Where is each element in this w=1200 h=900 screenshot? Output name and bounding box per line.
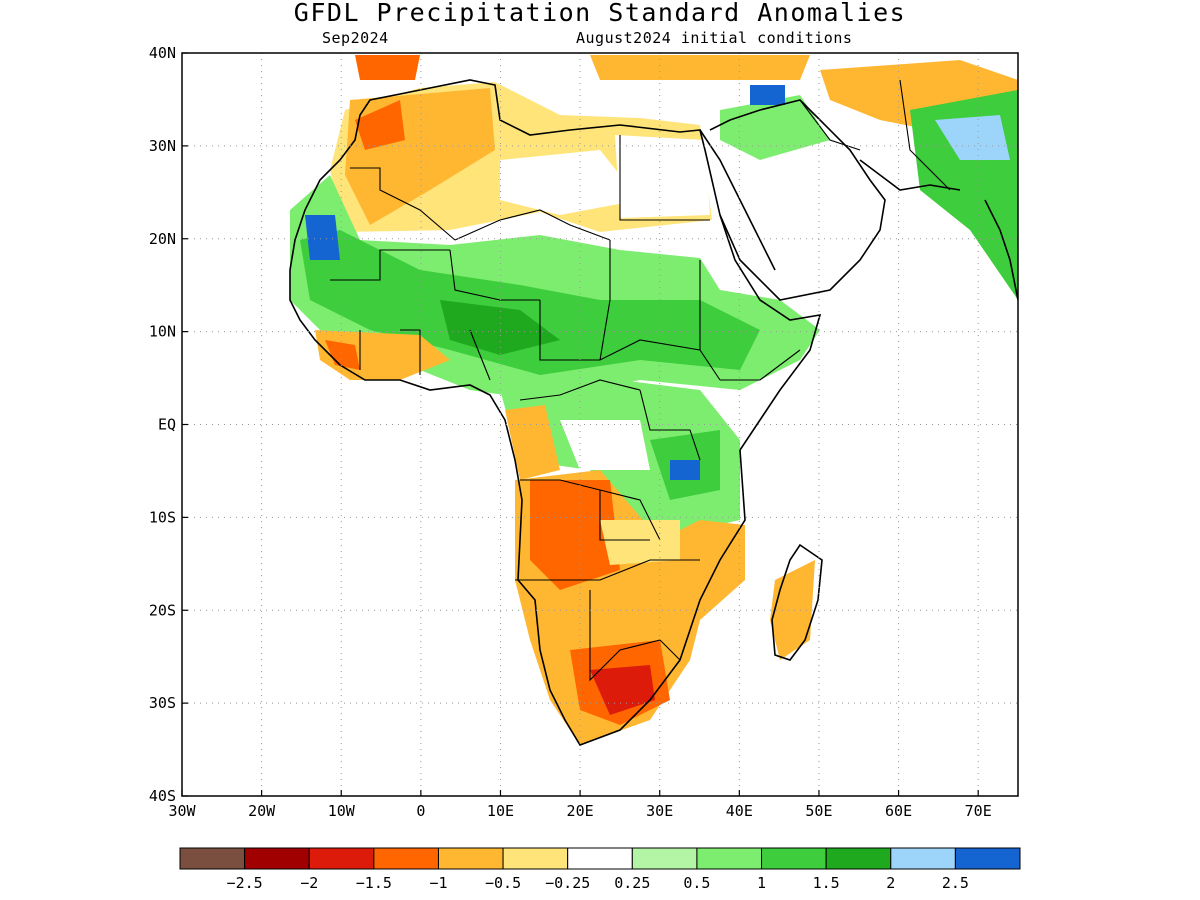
- india-coastline: [984, 199, 1018, 301]
- lat-tick-label: 30N: [149, 137, 176, 155]
- axis-ticks: 30W 20W 10W 0 10E 20E 30E 40E 50E 60E 70E 40N 30N 20N…: [149, 44, 992, 820]
- colorbar-label: −0.5: [485, 874, 521, 892]
- red-sea-east-coast: [699, 129, 776, 271]
- egypt-white: [615, 135, 710, 218]
- africa-coastline: [289, 79, 822, 746]
- lon-tick-label: 10W: [328, 802, 356, 820]
- colorbar-swatch: [567, 847, 633, 870]
- colorbar-label: −1.5: [356, 874, 392, 892]
- colorbar-swatch: [696, 847, 763, 870]
- zambia-white: [600, 520, 680, 565]
- lat-tick-label: EQ: [158, 416, 176, 434]
- lat-tick-label: 20N: [149, 230, 176, 248]
- colorbar-label: −2.5: [227, 874, 263, 892]
- lon-tick-label: 40E: [726, 802, 753, 820]
- lon-tick-label: 60E: [885, 802, 912, 820]
- lat-lon-gridlines: [182, 53, 1018, 796]
- coastline-layer: [289, 79, 1018, 746]
- lon-tick-label: 20W: [248, 802, 276, 820]
- lon-tick-label: 30E: [646, 802, 673, 820]
- europe-dry: [355, 55, 420, 80]
- colorbar-swatch: [631, 847, 698, 870]
- lon-tick-label: 30W: [168, 802, 196, 820]
- gabon-dry: [505, 405, 560, 480]
- colorbar-swatch: [954, 847, 1021, 870]
- lat-tick-label: 40N: [149, 44, 176, 62]
- colorbar-swatch: [308, 847, 375, 870]
- colorbar-swatch: [373, 847, 439, 870]
- colorbar-swatch: [502, 847, 569, 870]
- forecast-month: Sep2024: [322, 29, 389, 47]
- lon-tick-label: 20E: [567, 802, 594, 820]
- colorbar-swatch: [825, 847, 892, 870]
- borders-layer: [330, 79, 951, 682]
- med-dry-strip: [590, 55, 810, 80]
- arabia-wet-north: [720, 95, 830, 160]
- pakistan-blue: [935, 115, 1010, 160]
- colorbar: −2.5 −2 −1.5 −1 −0.5 −0.25 0.25 0.5 1 1.5 2 2.5: [179, 847, 1021, 892]
- angola-very-dry: [530, 480, 620, 590]
- lon-tick-label: 50E: [805, 802, 832, 820]
- lake-region-blue: [670, 460, 700, 480]
- central-sahel-green: [440, 300, 560, 355]
- lat-tick-label: 10N: [149, 323, 176, 341]
- map-title: GFDL Precipitation Standard Anomalies: [293, 0, 907, 27]
- colorbar-label: 2.5: [942, 874, 969, 892]
- west-sahel-wet: [305, 215, 340, 260]
- persian-gulf-coast: [859, 159, 961, 191]
- arabia-wet-spot: [750, 85, 785, 105]
- arabia-coastline: [709, 99, 886, 301]
- anomaly-shading: [290, 55, 1018, 745]
- morocco-dry: [355, 100, 405, 150]
- colorbar-label: −0.25: [545, 874, 590, 892]
- colorbar-label: 0.25: [614, 874, 650, 892]
- colorbar-swatch: [890, 847, 956, 870]
- colorbar-label: −2: [300, 874, 318, 892]
- liberia-dry: [325, 340, 360, 370]
- colorbar-swatch: [244, 847, 310, 870]
- south-africa-extreme-dry: [590, 665, 655, 715]
- colorbar-label: 2: [886, 874, 895, 892]
- colorbar-label: 1: [757, 874, 766, 892]
- lat-tick-label: 30S: [149, 694, 176, 712]
- lat-tick-label: 10S: [149, 508, 176, 526]
- madagascar-coastline: [771, 543, 823, 661]
- colorbar-label: −1: [429, 874, 447, 892]
- lon-tick-label: 70E: [965, 802, 992, 820]
- libya-white: [500, 150, 640, 215]
- lat-tick-label: 20S: [149, 601, 176, 619]
- colorbar-swatch: [761, 847, 827, 870]
- congo-white: [560, 420, 650, 470]
- initial-conditions: August2024 initial conditions: [576, 29, 853, 47]
- lon-tick-label: 10E: [487, 802, 514, 820]
- lat-tick-label: 40S: [149, 787, 176, 805]
- colorbar-label: 1.5: [813, 874, 840, 892]
- colorbar-swatch: [179, 847, 246, 870]
- colorbar-swatch: [437, 847, 504, 870]
- colorbar-label: 0.5: [683, 874, 710, 892]
- lon-tick-label: 0: [416, 802, 425, 820]
